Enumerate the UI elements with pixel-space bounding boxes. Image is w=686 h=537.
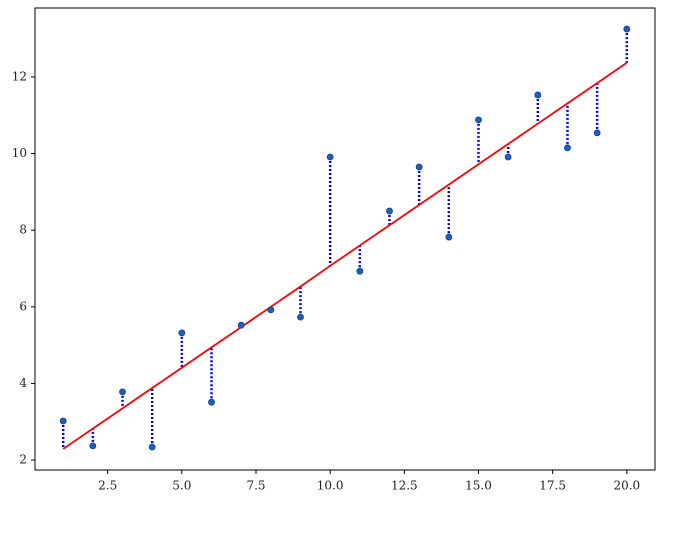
point	[178, 329, 186, 337]
x-tick-label: 12.5	[391, 479, 418, 493]
point	[415, 163, 423, 171]
point	[593, 129, 601, 137]
point	[475, 116, 482, 124]
fit-line	[62, 62, 628, 450]
point	[89, 442, 97, 450]
x-tick-label: 5.0	[172, 479, 191, 493]
point	[119, 388, 126, 396]
plot-frame	[34, 7, 656, 471]
y-tick-label: 6	[19, 299, 27, 313]
point	[445, 233, 453, 241]
point	[237, 321, 245, 329]
x-tick-label: 2.5	[98, 479, 117, 493]
point	[534, 91, 542, 99]
x-tick-label: 20.0	[613, 479, 640, 493]
point	[504, 153, 512, 161]
point	[267, 306, 275, 314]
x-tick-label: 10.0	[317, 479, 344, 493]
y-tick-label: 2	[19, 453, 27, 467]
point	[208, 398, 215, 406]
point	[356, 267, 364, 275]
point	[297, 313, 304, 321]
point	[623, 25, 631, 33]
y-tick-label: 10	[12, 146, 27, 160]
x-tick-label: 17.5	[539, 479, 566, 493]
x-tick-label: 15.0	[465, 479, 492, 493]
y-tick-label: 4	[19, 376, 27, 390]
y-tick-label: 12	[12, 69, 27, 83]
x-tick-label: 7.5	[246, 479, 265, 493]
point	[564, 144, 571, 152]
point	[326, 153, 334, 161]
point	[148, 443, 156, 451]
point	[59, 417, 67, 425]
y-tick-label: 8	[19, 223, 27, 237]
point	[386, 207, 393, 215]
